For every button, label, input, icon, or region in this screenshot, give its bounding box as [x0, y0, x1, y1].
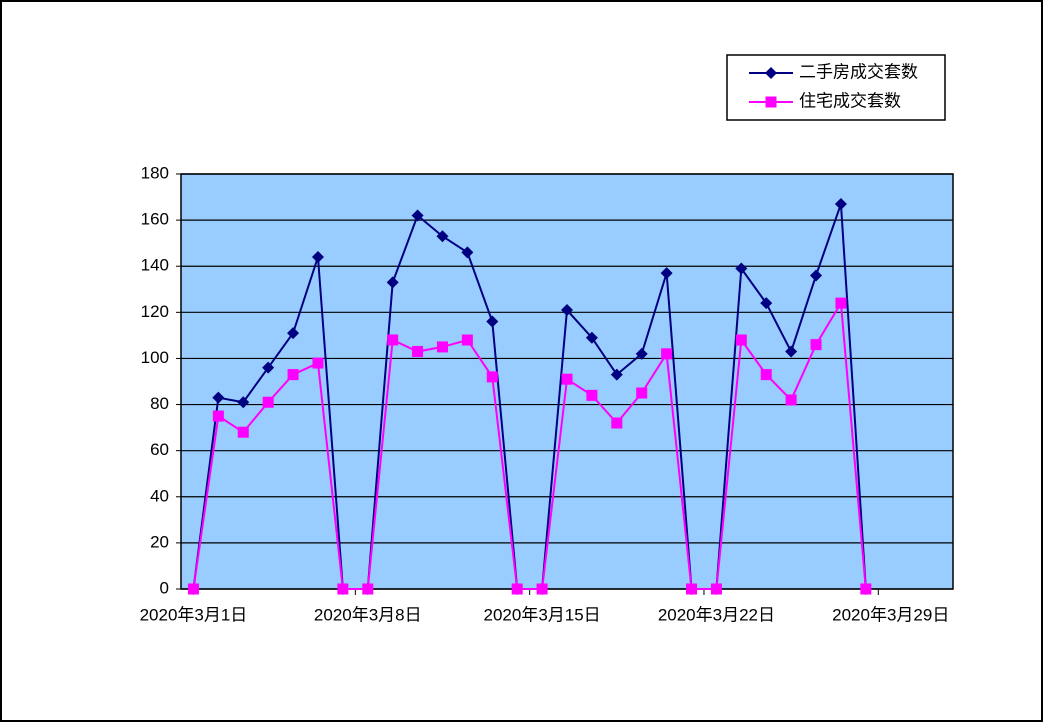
point — [337, 583, 349, 595]
point — [611, 417, 623, 429]
point — [536, 583, 548, 595]
point — [212, 410, 224, 422]
y-tick-label: 80 — [150, 394, 169, 413]
point — [386, 276, 399, 289]
point — [834, 197, 847, 210]
point — [461, 334, 473, 346]
point — [835, 297, 847, 309]
point — [635, 347, 648, 360]
legend-label: 住宅成交套数 — [799, 91, 901, 110]
y-tick-label: 180 — [141, 163, 169, 182]
point — [436, 341, 448, 353]
point — [362, 583, 374, 595]
point — [312, 357, 324, 369]
point — [237, 426, 249, 438]
point — [686, 583, 698, 595]
point — [311, 251, 324, 263]
point — [412, 346, 424, 358]
y-tick-label: 60 — [150, 440, 169, 459]
series-line — [192, 299, 867, 590]
point — [810, 339, 822, 351]
y-tick-label: 140 — [141, 256, 169, 275]
x-tick-label: 2020年3月15日 — [484, 605, 601, 624]
point — [765, 96, 777, 108]
point — [710, 583, 722, 595]
x-tick-label: 2020年3月22日 — [658, 605, 775, 624]
y-tick-label: 40 — [150, 486, 169, 505]
point — [486, 315, 499, 328]
point — [287, 369, 299, 381]
point — [262, 361, 275, 374]
point — [860, 583, 872, 595]
point — [735, 262, 748, 275]
point — [765, 67, 777, 79]
x-tick-label: 2020年3月1日 — [140, 605, 248, 624]
point — [760, 369, 772, 381]
y-tick-label: 0 — [160, 578, 169, 597]
point — [586, 389, 598, 401]
point — [486, 371, 498, 383]
point — [810, 269, 823, 282]
legend-box — [726, 54, 946, 121]
point — [436, 230, 449, 243]
point — [610, 368, 623, 381]
x-tick-label: 2020年3月29日 — [832, 605, 949, 624]
y-tick-label: 120 — [141, 302, 169, 321]
point — [636, 387, 648, 399]
point — [660, 267, 673, 280]
point — [785, 345, 798, 358]
legend-label: 二手房成交套数 — [799, 62, 918, 81]
point — [585, 331, 598, 344]
point — [561, 304, 573, 317]
point — [262, 396, 274, 408]
y-tick-label: 20 — [150, 532, 169, 551]
point — [461, 246, 474, 259]
point — [237, 396, 250, 409]
point — [411, 209, 424, 222]
point — [387, 334, 399, 346]
y-tick-label: 160 — [141, 210, 169, 229]
x-tick-label: 2020年3月8日 — [314, 605, 422, 624]
point — [661, 348, 673, 360]
point — [287, 327, 300, 340]
point — [561, 373, 573, 385]
point — [212, 391, 225, 404]
point — [785, 394, 797, 406]
point — [735, 334, 747, 346]
point — [511, 583, 523, 595]
point — [187, 583, 199, 595]
y-tick-label: 100 — [141, 348, 169, 367]
point — [760, 297, 773, 310]
